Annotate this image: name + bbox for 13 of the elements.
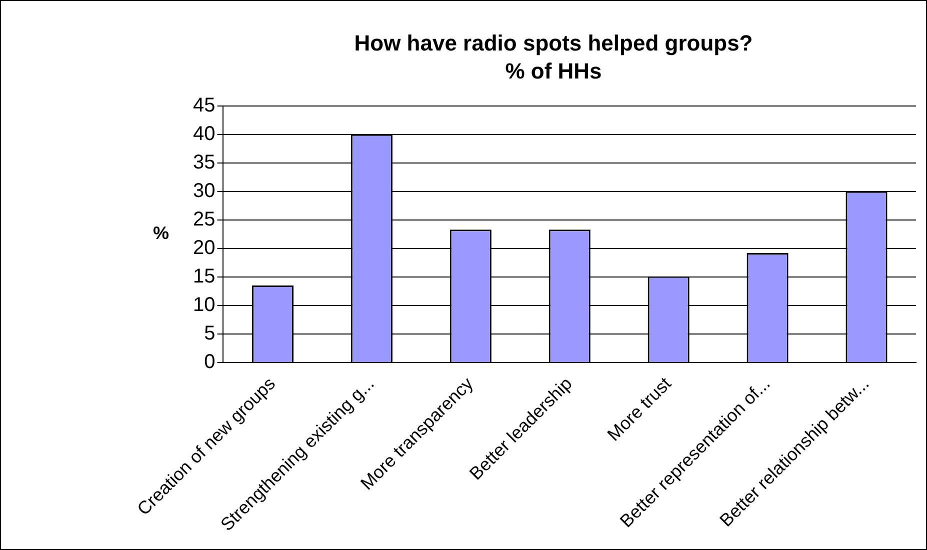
chart-subtitle: % of HHs bbox=[505, 58, 602, 84]
y-tick-label: 45 bbox=[192, 94, 216, 116]
y-tick-label: 10 bbox=[192, 294, 216, 316]
y-tick-label: 0 bbox=[204, 351, 216, 374]
y-tick-label: 30 bbox=[192, 180, 216, 202]
y-tick-label: 35 bbox=[192, 151, 216, 174]
chart-title: How have radio spots helped groups? bbox=[354, 30, 753, 56]
y-tick-label: 15 bbox=[192, 265, 216, 288]
y-tick-label: 40 bbox=[192, 122, 216, 145]
y-tick-label: 20 bbox=[192, 236, 216, 259]
y-axis-title: % bbox=[152, 223, 170, 244]
y-tick-label: 5 bbox=[204, 322, 216, 345]
y-tick-label: 25 bbox=[192, 208, 216, 230]
